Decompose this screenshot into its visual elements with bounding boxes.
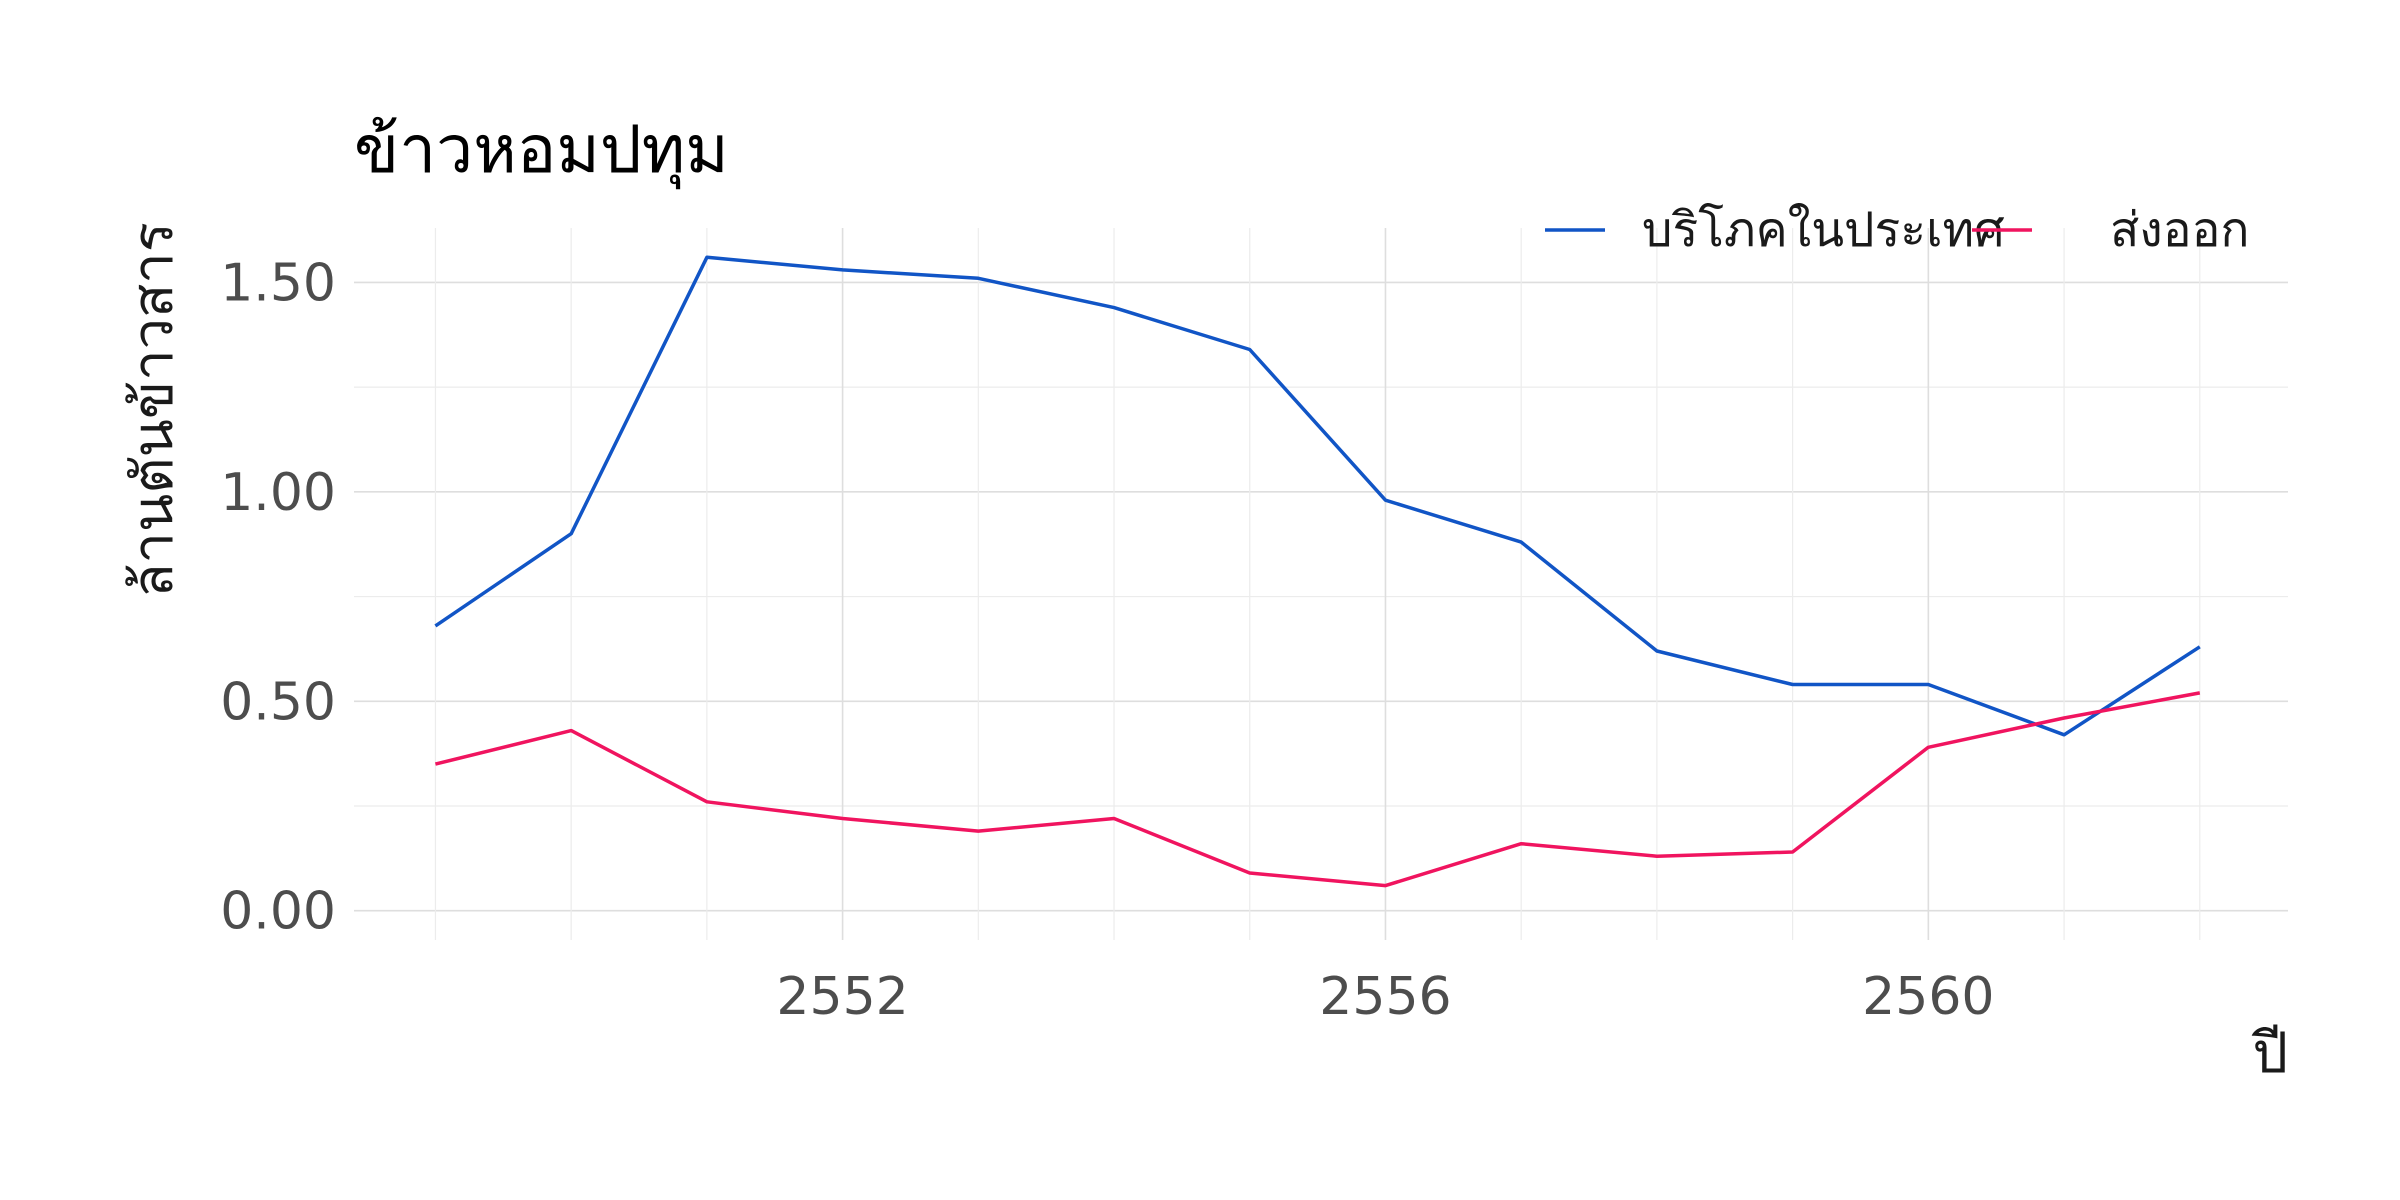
y-tick-label: 0.50 (220, 672, 336, 732)
x-tick-label: 2556 (1319, 967, 1451, 1027)
y-tick-label: 1.50 (220, 253, 336, 313)
x-axis-tick-labels: 2552 2556 2560 (776, 967, 1994, 1027)
series-lines (434, 255, 2201, 888)
series-line-domestic (434, 255, 2201, 737)
legend-label-domestic: บริโภคในประเทศ (1642, 202, 2005, 258)
legend-label-export: ส่งออก (2110, 202, 2249, 258)
legend: บริโภคในประเทศ ส่งออก (1545, 202, 2249, 258)
chart-title: ข้าวหอมปทุม (354, 111, 729, 190)
x-tick-label: 2552 (776, 967, 908, 1027)
series-line-export (434, 691, 2201, 888)
y-tick-label: 0.00 (220, 882, 336, 942)
y-axis-title: ล้านตันข้าวสาร (121, 222, 186, 598)
y-tick-label: 1.00 (220, 463, 336, 523)
x-axis-title: ปี (2252, 1021, 2288, 1086)
y-axis-tick-labels: 0.00 0.50 1.00 1.50 (220, 253, 336, 941)
x-tick-label: 2560 (1862, 967, 1994, 1027)
grid (354, 228, 2288, 940)
